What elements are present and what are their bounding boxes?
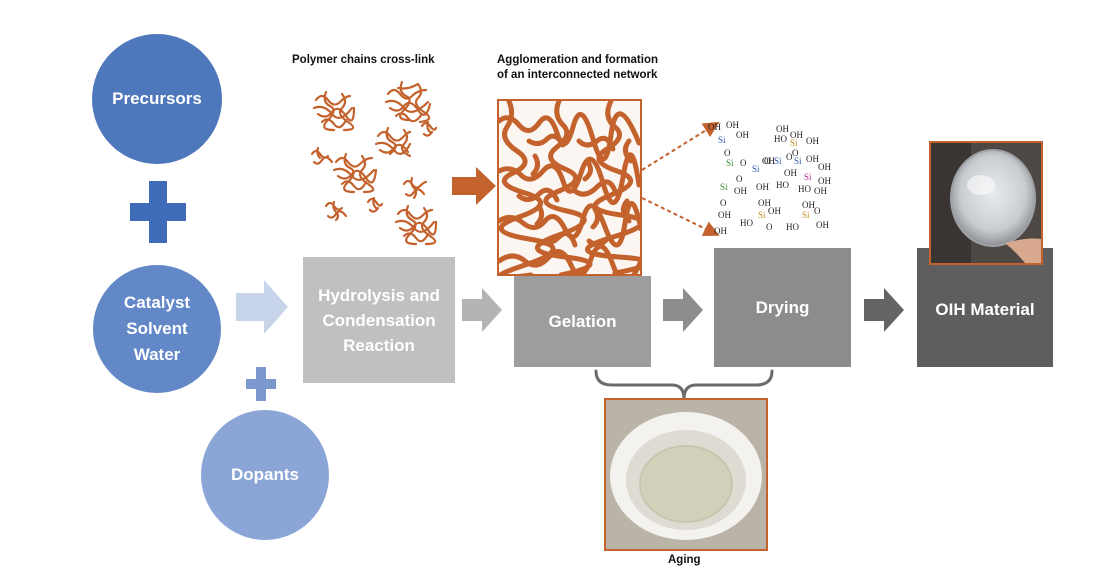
chem-label: HO xyxy=(798,184,811,194)
polymer-cluster xyxy=(384,80,432,124)
gelation-box: Gelation xyxy=(514,276,651,367)
solvent-label: Solvent xyxy=(126,319,188,338)
hydrolysis-line-1: Hydrolysis and xyxy=(318,285,440,305)
chem-label: HO xyxy=(740,218,753,228)
polymer-caption: Polymer chains cross-link xyxy=(292,54,435,66)
si-atom-label: Si xyxy=(720,182,728,192)
hydrolysis-box: Hydrolysis and Condensation Reaction xyxy=(303,257,455,383)
polymer-cluster xyxy=(366,196,384,213)
arrow-icon-3 xyxy=(864,288,904,332)
chem-label: OH xyxy=(768,206,781,216)
chem-label: O xyxy=(736,174,743,184)
chem-label: OH xyxy=(790,130,803,140)
si-atom-label: Si xyxy=(718,135,726,145)
polymer-cluster xyxy=(310,146,334,165)
polymer-cluster xyxy=(402,176,428,200)
chem-label: OH xyxy=(818,162,831,172)
chem-label: OH xyxy=(734,186,747,196)
polymer-cluster xyxy=(394,204,438,246)
chem-label: OH xyxy=(802,200,815,210)
dopants-circle: Dopants xyxy=(201,410,329,540)
chem-label: HO xyxy=(776,180,789,190)
si-atom-label: Si xyxy=(794,156,802,166)
plus-icon-large xyxy=(130,181,186,243)
hydrolysis-line-3: Reaction xyxy=(343,335,415,355)
polymer-cluster xyxy=(374,126,412,158)
water-label: Water xyxy=(133,345,181,364)
drying-label: Drying xyxy=(755,298,810,317)
si-atom-label: Si xyxy=(758,210,766,220)
drying-box: Drying xyxy=(714,248,851,367)
chem-label: OH xyxy=(784,168,797,178)
catalyst-solvent-water-circle: Catalyst Solvent Water xyxy=(93,265,221,393)
chem-label: HO xyxy=(786,222,799,232)
chem-label: OH xyxy=(776,124,789,134)
chem-label: O xyxy=(786,152,793,162)
orange-arrow-icon xyxy=(452,167,496,205)
dashed-arrows-icon xyxy=(641,121,720,236)
precursors-circle: Precursors xyxy=(92,34,222,164)
arrow-icon-2 xyxy=(663,288,703,332)
aging-caption: Aging xyxy=(668,554,701,566)
chem-label: OH xyxy=(758,198,771,208)
network-image xyxy=(497,99,642,276)
chem-label: OH xyxy=(806,136,819,146)
chem-label: O xyxy=(766,222,773,232)
polymer-cluster xyxy=(420,120,438,137)
oih-box: OIH Material xyxy=(917,248,1053,367)
arrow-icon-1 xyxy=(462,288,502,332)
polymer-chains-image xyxy=(310,80,438,246)
chem-label: OH xyxy=(708,122,721,132)
chem-label: O xyxy=(724,148,731,158)
chem-label: OH xyxy=(806,154,819,164)
chem-label: OH xyxy=(726,120,739,130)
catalyst-label: Catalyst xyxy=(123,293,191,312)
si-atom-label: Si xyxy=(774,156,782,166)
chem-label: OH xyxy=(718,210,731,220)
agglomeration-caption: Agglomeration and formation of an interc… xyxy=(497,53,658,83)
polymer-cluster xyxy=(332,152,378,194)
chem-label: OH xyxy=(818,176,831,186)
chem-label: O xyxy=(792,148,799,158)
si-atom-label: Si xyxy=(726,158,734,168)
oih-material-photo xyxy=(929,141,1043,265)
chem-label: OH xyxy=(816,220,829,230)
chem-label: HO xyxy=(774,134,787,144)
plus-icon-small xyxy=(246,367,276,401)
chem-label: OH xyxy=(714,226,727,236)
silica-structure-diagram: OH OH OH Si O Si O Si OH O Si OH OH O OH… xyxy=(706,118,840,240)
chem-label: OH xyxy=(756,182,769,192)
chem-label: OH xyxy=(736,130,749,140)
polymer-cluster xyxy=(312,90,356,132)
hydrolysis-line-2: Condensation xyxy=(322,310,436,330)
si-atom-label: Si xyxy=(802,210,810,220)
dopants-label: Dopants xyxy=(231,465,299,484)
chem-label: O xyxy=(814,206,821,216)
gelation-label: Gelation xyxy=(548,312,617,331)
polymer-cluster xyxy=(324,200,348,222)
agglomeration-line-2: of an interconnected network xyxy=(497,69,658,81)
chem-label: O xyxy=(720,198,727,208)
chem-label: OH xyxy=(762,156,775,166)
input-arrow-icon xyxy=(236,280,288,334)
oih-label: OIH Material xyxy=(935,300,1035,319)
si-atom-label: Si xyxy=(804,172,812,182)
agglomeration-line-1: Agglomeration and formation xyxy=(497,54,658,66)
chem-label: O xyxy=(764,156,771,166)
si-atom-label: Si xyxy=(790,138,798,148)
si-atom-label: Si xyxy=(752,164,760,174)
aging-photo xyxy=(604,398,768,551)
chem-label: O xyxy=(740,158,747,168)
precursors-label: Precursors xyxy=(112,89,202,108)
chem-label: OH xyxy=(814,186,827,196)
